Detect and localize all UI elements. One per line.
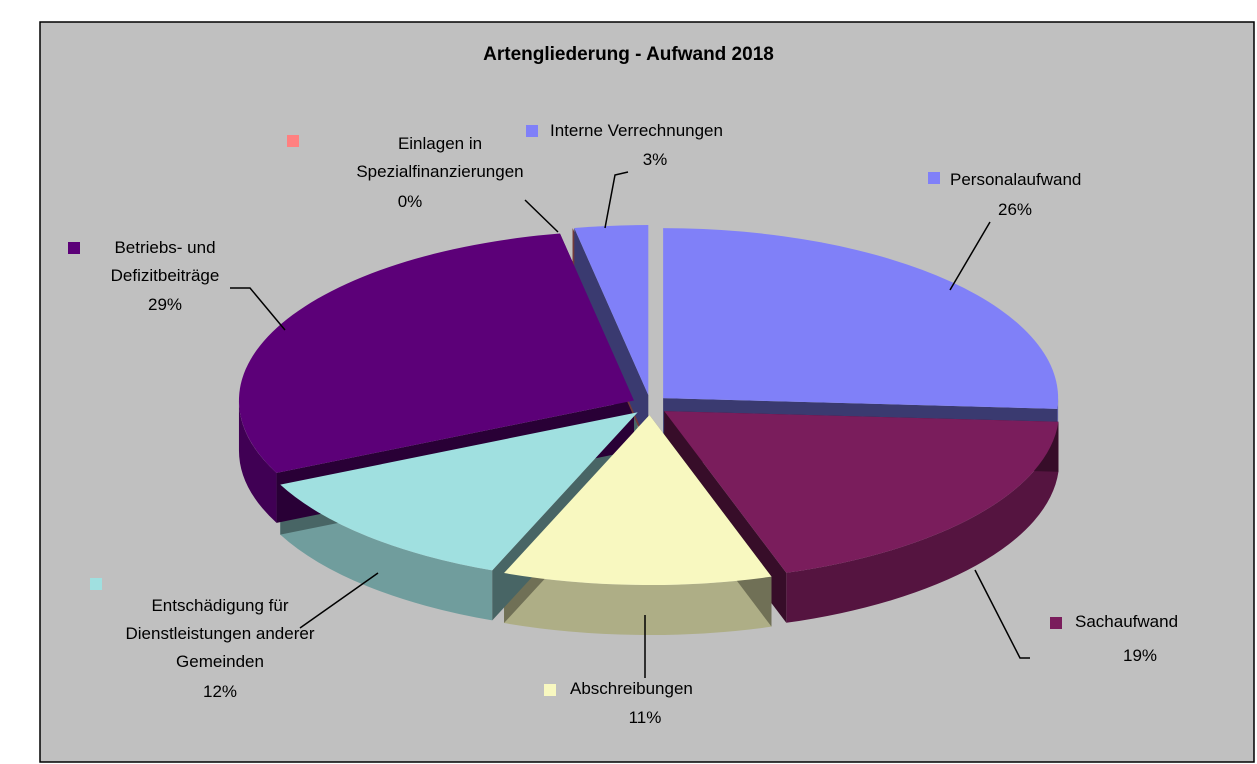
- legend-marker: [1050, 617, 1062, 629]
- pie-slice-side: [786, 421, 1059, 623]
- slice-label: Einlagen in Spezialfinanzierungen: [356, 134, 524, 181]
- slice-label: Interne Verrechnungen: [550, 121, 723, 140]
- legend-marker: [287, 135, 299, 147]
- legend-marker: [90, 578, 102, 590]
- leader-line: [974, 569, 1030, 659]
- slice-value-label: 12%: [202, 682, 238, 701]
- leader-line: [524, 199, 559, 233]
- slice-value-label: 26%: [997, 200, 1033, 219]
- pie-slice-side: [504, 573, 772, 635]
- leader-line: [949, 221, 991, 291]
- leader-line: [230, 287, 286, 331]
- legend-marker: [68, 242, 80, 254]
- legend-marker: [526, 125, 538, 137]
- slice-label: Sachaufwand: [1075, 612, 1179, 631]
- leader-line: [299, 572, 379, 629]
- legend-marker: [544, 684, 556, 696]
- leader-line: [604, 171, 629, 229]
- pie-slice: [574, 225, 649, 396]
- leader-lines: [230, 171, 1030, 678]
- legend-marker: [928, 172, 940, 184]
- slice-value-label: 3%: [642, 150, 668, 169]
- slice-label: Betriebs- und Defizitbeiträge: [110, 238, 220, 285]
- slice-label: Personalaufwand: [950, 170, 1082, 189]
- slice-value-label: 19%: [1122, 646, 1158, 665]
- pie-slice: [663, 228, 1059, 409]
- pie-slice: [238, 233, 634, 473]
- pie-slice: [280, 412, 638, 571]
- slice-value-label: 11%: [628, 708, 662, 727]
- pie-tops: [238, 225, 1059, 585]
- slice-value-label: 29%: [147, 295, 183, 314]
- pie-slice-wall: [574, 228, 649, 446]
- chart-title: Artengliederung - Aufwand 2018: [483, 44, 774, 65]
- pie-slice: [664, 411, 1059, 573]
- slice-label: Entschädigung für Dienstleistungen ander…: [125, 596, 315, 671]
- pie-slice-side: [238, 400, 277, 523]
- pie-slice-side: [280, 484, 493, 621]
- slice-label: Abschreibungen: [570, 679, 693, 698]
- slice-value-label: 0%: [397, 192, 423, 211]
- pie-slice: [504, 414, 772, 585]
